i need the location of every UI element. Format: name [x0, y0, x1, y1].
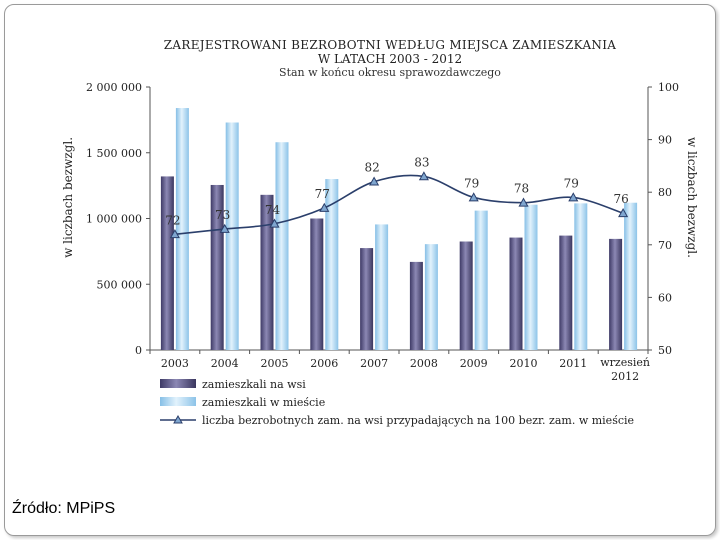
- bar-rural: [160, 176, 174, 350]
- ratio-data-label: 72: [165, 213, 180, 227]
- bar-urban: [474, 210, 488, 350]
- x-tick-label: 2004: [211, 357, 239, 370]
- bar-urban: [624, 202, 638, 350]
- bar-urban: [325, 179, 339, 350]
- left-tick-label: 1 500 000: [86, 147, 142, 160]
- right-tick-label: 90: [658, 134, 672, 147]
- bar-urban: [424, 244, 438, 350]
- legend-marker-ratio: [173, 414, 183, 424]
- bar-urban: [375, 224, 389, 350]
- ratio-marker: [169, 229, 180, 239]
- ratio-data-label: 79: [464, 176, 479, 190]
- ratio-data-label: 78: [514, 182, 529, 196]
- x-tick-label: 2006: [310, 357, 338, 370]
- chart-title: ZAREJESTROWANI BEZROBOTNI WEDŁUG MIEJSCA…: [163, 38, 617, 52]
- ratio-data-label: 79: [564, 176, 579, 190]
- bar-rural: [559, 235, 573, 350]
- x-tick-label: 2010: [510, 357, 538, 370]
- right-tick-label: 70: [658, 239, 672, 252]
- ratio-data-label: 76: [613, 192, 628, 206]
- bar-urban: [574, 203, 588, 350]
- x-tick-label: 2003: [161, 357, 189, 370]
- legend-label-urban: zamieszkali w mieście: [202, 396, 325, 409]
- left-tick-label: 500 000: [97, 278, 143, 291]
- x-tick-label: wrzesień: [600, 356, 650, 369]
- x-tick-label: 2012: [611, 370, 639, 383]
- ratio-data-label: 77: [315, 187, 330, 201]
- ratio-marker: [468, 192, 479, 202]
- slide-frame: [4, 4, 716, 536]
- left-axis-label: w liczbach bezwzgl.: [61, 137, 75, 258]
- source-note: Źródło: MPiPS: [12, 500, 116, 517]
- bar-urban: [225, 122, 239, 350]
- bar-rural: [360, 248, 374, 350]
- left-tick-label: 2 000 000: [86, 81, 142, 94]
- right-tick-label: 50: [658, 344, 672, 357]
- ratio-marker: [418, 171, 429, 181]
- ratio-data-label: 83: [414, 155, 429, 169]
- bar-rural: [609, 238, 623, 350]
- left-tick-label: 1 000 000: [86, 213, 142, 226]
- x-tick-label: 2011: [559, 357, 587, 370]
- bar-rural: [409, 261, 423, 350]
- chart-title-line2: W LATACH 2003 - 2012: [317, 52, 463, 66]
- x-tick-label: 2007: [360, 357, 388, 370]
- ratio-marker: [219, 223, 230, 233]
- bar-rural: [260, 194, 274, 350]
- legend-swatch-rural: [160, 379, 196, 388]
- ratio-data-label: 82: [364, 161, 379, 175]
- bar-rural: [210, 184, 224, 350]
- legend-swatch-urban: [160, 397, 196, 406]
- ratio-line: [174, 174, 624, 236]
- bar-urban: [175, 108, 189, 350]
- ratio-marker: [518, 197, 529, 207]
- bar-urban: [524, 204, 538, 350]
- ratio-marker: [269, 218, 280, 228]
- right-tick-label: 60: [658, 291, 672, 304]
- bar-rural: [459, 241, 473, 350]
- x-tick-label: 2005: [261, 357, 289, 370]
- x-tick-label: 2009: [460, 357, 488, 370]
- bar-urban: [275, 142, 289, 350]
- right-tick-label: 100: [658, 81, 679, 94]
- bar-rural: [509, 237, 523, 350]
- chart-subtitle: Stan w końcu okresu sprawozdawczego: [279, 66, 501, 79]
- ratio-data-label: 74: [265, 203, 281, 217]
- ratio-marker: [319, 202, 330, 212]
- left-tick-label: 0: [135, 344, 142, 357]
- legend-label-rural: zamieszkali na wsi: [202, 378, 306, 391]
- right-tick-label: 80: [658, 186, 672, 199]
- right-axis-label: w liczbach bezwzgl.: [685, 137, 699, 258]
- ratio-marker: [369, 176, 380, 186]
- x-tick-label: 2008: [410, 357, 438, 370]
- ratio-marker: [618, 208, 629, 218]
- bar-rural: [310, 218, 324, 350]
- ratio-data-label: 73: [215, 208, 230, 222]
- legend-label-ratio: liczba bezrobotnych zam. na wsi przypada…: [202, 414, 634, 427]
- ratio-marker: [568, 192, 579, 202]
